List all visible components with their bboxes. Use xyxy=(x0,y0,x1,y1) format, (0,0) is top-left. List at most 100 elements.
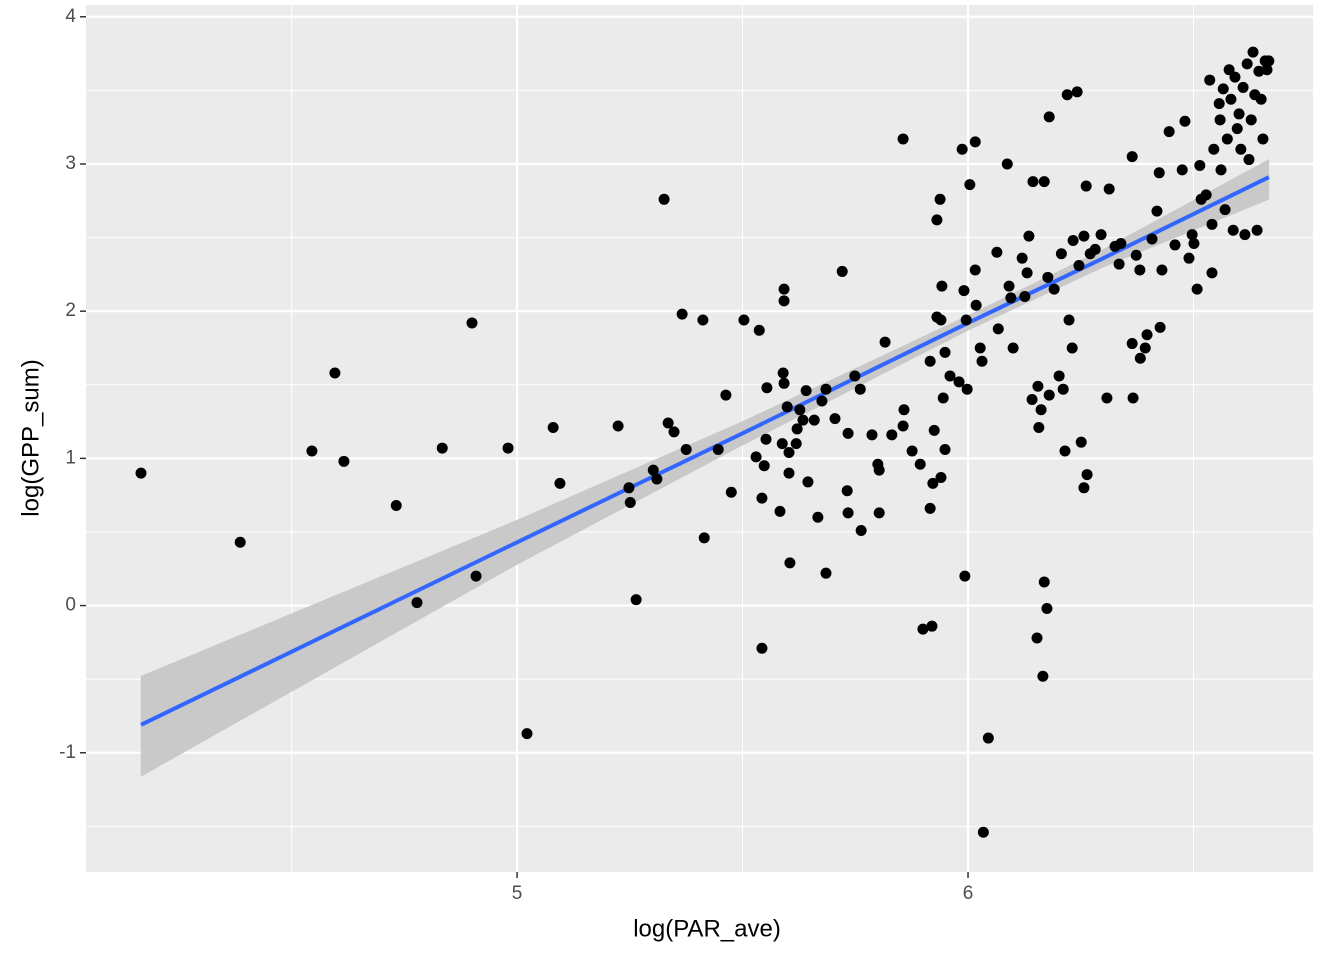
point xyxy=(1183,252,1195,264)
point xyxy=(1134,264,1146,276)
point xyxy=(1208,143,1220,155)
point xyxy=(924,355,936,367)
point xyxy=(783,467,795,479)
point xyxy=(411,597,423,609)
point xyxy=(855,524,867,536)
x-axis-title: log(PAR_ave) xyxy=(633,915,781,942)
point xyxy=(873,464,885,476)
point xyxy=(849,370,861,382)
point xyxy=(624,497,636,509)
point xyxy=(927,477,939,489)
point xyxy=(774,505,786,517)
point xyxy=(1206,218,1218,230)
point xyxy=(725,486,737,498)
point xyxy=(1038,176,1050,188)
point xyxy=(753,324,765,336)
point xyxy=(924,502,936,514)
point xyxy=(939,444,951,456)
point xyxy=(1103,183,1115,195)
point xyxy=(1255,93,1267,105)
point xyxy=(668,426,680,438)
point xyxy=(977,826,989,838)
point xyxy=(1235,143,1247,155)
point xyxy=(1231,123,1243,135)
point xyxy=(1089,243,1101,255)
point xyxy=(738,314,750,326)
point xyxy=(873,507,885,519)
point xyxy=(1245,114,1257,126)
point xyxy=(1055,248,1067,260)
point xyxy=(1101,392,1113,404)
point xyxy=(1115,237,1127,249)
point xyxy=(521,728,533,740)
point xyxy=(778,295,790,307)
point xyxy=(842,507,854,519)
point xyxy=(935,472,947,484)
point xyxy=(1200,189,1212,201)
point xyxy=(866,429,878,441)
point xyxy=(1163,126,1175,138)
y-tick-label: -1 xyxy=(59,742,76,763)
point xyxy=(802,476,814,488)
point xyxy=(658,193,670,205)
point xyxy=(1253,65,1265,77)
point xyxy=(1035,404,1047,416)
point xyxy=(651,473,663,485)
point xyxy=(1263,55,1275,67)
point xyxy=(676,308,688,320)
point xyxy=(776,438,788,450)
point xyxy=(1179,115,1191,127)
x-tick-label: 5 xyxy=(512,883,523,904)
point xyxy=(886,429,898,441)
point xyxy=(647,464,659,476)
point xyxy=(1191,283,1203,295)
point xyxy=(1141,329,1153,341)
point xyxy=(790,438,802,450)
point xyxy=(1037,670,1049,682)
point xyxy=(917,623,929,635)
point xyxy=(897,420,909,432)
point xyxy=(820,383,832,395)
point xyxy=(937,392,949,404)
point xyxy=(1206,267,1218,279)
point xyxy=(1223,64,1235,76)
point xyxy=(879,336,891,348)
point xyxy=(1078,482,1090,494)
point xyxy=(928,424,940,436)
point xyxy=(720,389,732,401)
point xyxy=(1005,292,1017,304)
point xyxy=(812,511,824,523)
point xyxy=(1032,380,1044,392)
point xyxy=(1113,258,1125,270)
point xyxy=(554,477,566,489)
point xyxy=(783,446,795,458)
point xyxy=(1215,164,1227,176)
point xyxy=(502,442,514,454)
point xyxy=(1007,342,1019,354)
point xyxy=(1237,81,1249,93)
point xyxy=(961,383,973,395)
y-tick-label: 3 xyxy=(65,153,76,174)
point xyxy=(974,342,986,354)
point xyxy=(1071,86,1083,98)
point xyxy=(1169,239,1181,251)
point xyxy=(794,404,806,416)
point xyxy=(306,445,318,457)
point xyxy=(390,499,402,511)
point xyxy=(1031,632,1043,644)
point xyxy=(1063,314,1075,326)
point xyxy=(680,444,692,456)
point xyxy=(338,455,350,467)
point xyxy=(612,420,624,432)
point xyxy=(829,413,841,425)
point xyxy=(1033,421,1045,433)
point xyxy=(1027,176,1039,188)
point xyxy=(820,567,832,579)
point xyxy=(1078,230,1090,242)
point xyxy=(750,451,762,463)
point xyxy=(756,642,768,654)
y-tick-label: 0 xyxy=(65,595,76,616)
point xyxy=(944,370,956,382)
point xyxy=(959,570,971,582)
